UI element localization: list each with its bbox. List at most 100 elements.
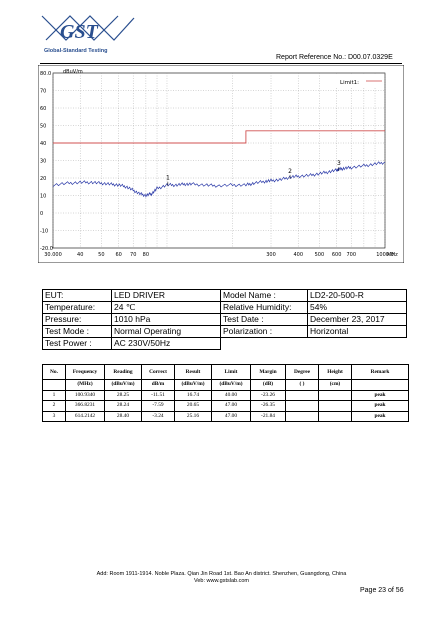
footer-web: Veb: www.gstslab.com (193, 578, 250, 584)
info-value: LD2-20-500-R (307, 289, 407, 302)
col-header: Reading (104, 364, 142, 380)
test-info-table: EUT: LED DRIVER Model Name : LD2-20-500-… (42, 289, 407, 350)
col-unit: (dBuV/m) (174, 379, 212, 391)
info-value: Normal Operating (111, 325, 221, 338)
x-tick-label: 1000.0 (376, 252, 394, 258)
info-label: Test Date : (220, 313, 308, 326)
results-row: 2 366.8231 28.24 -7.59 20.65 47.00 -26.3… (42, 400, 409, 412)
cell: 28.24 (104, 400, 142, 412)
col-header: Height (318, 364, 352, 380)
col-unit: (dBuV/m) (211, 379, 251, 391)
cell: 40.00 (211, 389, 251, 401)
col-unit: (cm) (318, 379, 352, 391)
marker-label: 2 (288, 168, 292, 175)
col-unit: ( ) (285, 379, 319, 391)
cell: 20.65 (174, 400, 212, 412)
col-header: No. (42, 364, 66, 380)
results-header-row: No. Frequency Reading Correct Result Lim… (42, 364, 409, 380)
marker-label: 3 (337, 160, 341, 167)
col-header: Degree (285, 364, 319, 380)
cell-remark: peak (351, 400, 409, 412)
y-tick-label: 10 (40, 194, 46, 200)
x-tick-label: 30.000 (44, 252, 62, 258)
col-unit: (MHz) (65, 379, 105, 391)
info-value: AC 230V/50Hz (111, 337, 221, 350)
cell (318, 410, 352, 422)
y-tick-label: 0 (40, 211, 43, 217)
y-tick-label: 20 (40, 176, 46, 182)
cell: 28.25 (104, 389, 142, 401)
x-tick-label: 80 (143, 252, 149, 258)
x-tick-label: 600 (332, 252, 342, 258)
y-axis-label: dBuV/m (63, 69, 83, 75)
col-header: Margin (250, 364, 286, 380)
info-value: LED DRIVER (111, 289, 221, 302)
measurement-line (52, 161, 386, 198)
col-unit: (dB) (250, 379, 286, 391)
emission-chart: 80.0 70 60 50 40 30 20 10 0 -10 -20.0 dBuV/m 30.000 4… (37, 64, 405, 264)
x-tick-label: 40 (77, 252, 83, 258)
x-tick-label: 50 (98, 252, 104, 258)
cell: 366.8231 (65, 400, 105, 412)
col-unit: dB/m (141, 379, 175, 391)
footer-address: Add: Room 1911-1914. Noble Plaza. Qian J… (96, 571, 347, 577)
y-tick-label: 30 (40, 159, 46, 165)
cell-remark: peak (351, 389, 409, 401)
cell: 614.2142 (65, 410, 105, 422)
cell: 2 (42, 400, 66, 412)
info-empty (220, 337, 407, 350)
col-unit (351, 379, 409, 391)
emission-chart-svg: 80.0 70 60 50 40 30 20 10 0 -10 -20.0 dBuV/m 30.000 4… (37, 64, 405, 264)
x-tick-label: 500 (315, 252, 325, 258)
col-header: Frequency (65, 364, 105, 380)
x-tick-label: 400 (293, 252, 303, 258)
info-label: Relative Humidity: (220, 301, 308, 314)
results-units-row: (MHz) (dBuV/m) dB/m (dBuV/m) (dBuV/m) (d… (42, 379, 409, 391)
info-label: Polarization : (220, 325, 308, 338)
info-value: 1010 hPa (111, 313, 221, 326)
col-header: Result (174, 364, 212, 380)
cell: -21.84 (250, 410, 286, 422)
limit-line (53, 130, 385, 144)
legend-label: Limit1: (340, 80, 359, 86)
x-tick-label: 300 (266, 252, 276, 258)
report-reference: Report Reference No.: D00.07.0329E (276, 54, 393, 61)
cell: 47.00 (211, 400, 251, 412)
cell: -7.59 (141, 400, 175, 412)
cell (285, 400, 319, 412)
info-label: Test Power : (42, 337, 112, 350)
info-value: Horizontal (307, 325, 407, 338)
info-row: Test Mode : Normal Operating Polarizatio… (42, 325, 407, 338)
cell: 100.9340 (65, 389, 105, 401)
results-table: No. Frequency Reading Correct Result Lim… (42, 364, 409, 422)
cell: 16.74 (174, 389, 212, 401)
col-unit (42, 379, 66, 391)
col-header: Remark (351, 364, 409, 380)
y-tick-label: 40 (40, 141, 46, 147)
cell: 3 (42, 410, 66, 422)
cell: 28.40 (104, 410, 142, 422)
y-tick-label: -10 (40, 229, 48, 235)
x-tick-label: 70 (130, 252, 136, 258)
info-row: EUT: LED DRIVER Model Name : LD2-20-500-… (42, 289, 407, 302)
info-value: 54% (307, 301, 407, 314)
cell: 47.00 (211, 410, 251, 422)
cell: -3.24 (141, 410, 175, 422)
logo-text: GST (60, 21, 99, 43)
info-label: Temperature: (42, 301, 112, 314)
info-label: Model Name : (220, 289, 308, 302)
results-row: 3 614.2142 28.40 -3.24 25.16 47.00 -21.8… (42, 410, 409, 422)
cell (318, 389, 352, 401)
cell (285, 410, 319, 422)
cell: 25.16 (174, 410, 212, 422)
chart-frame (37, 64, 405, 264)
cell (318, 400, 352, 412)
cell: -11.51 (141, 389, 175, 401)
y-tick-label: 60 (40, 106, 46, 112)
cell (285, 389, 319, 401)
col-unit: (dBuV/m) (104, 379, 142, 391)
info-value: December 23, 2017 (307, 313, 407, 326)
cell: -23.26 (250, 389, 286, 401)
header-rule (40, 63, 402, 64)
info-row: Temperature: 24 ℃ Relative Humidity: 54% (42, 301, 407, 314)
